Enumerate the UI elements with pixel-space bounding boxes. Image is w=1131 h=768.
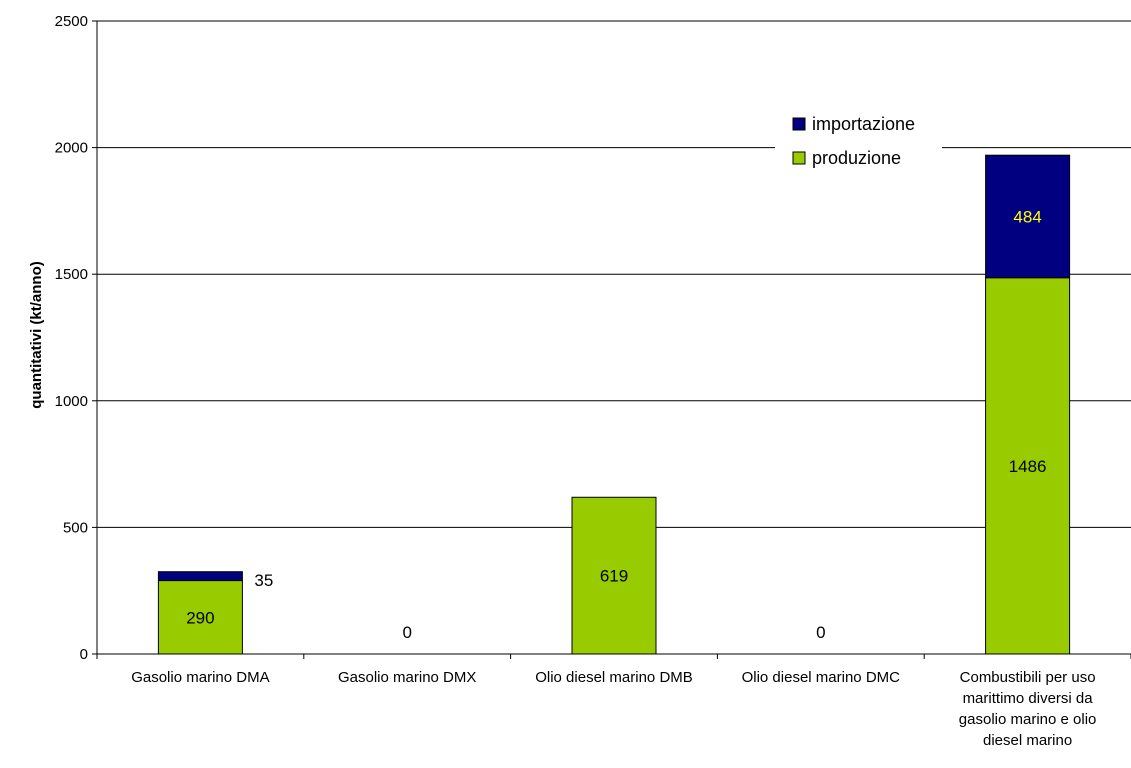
y-tick-label: 0 — [80, 646, 88, 663]
data-label: 619 — [600, 567, 628, 586]
bar-produzione — [571, 496, 657, 655]
x-category-label: Gasolio marino DMX — [338, 669, 476, 686]
bar-importazione — [157, 571, 243, 582]
legend-swatch — [792, 117, 806, 131]
legend-box — [775, 104, 942, 184]
y-tick-label: 2500 — [55, 13, 88, 30]
x-category-labels: Gasolio marino DMA Gasolio marino DMX Olio… — [131, 669, 1096, 749]
data-label: 290 — [186, 608, 214, 627]
x-category-label: Olio diesel marino DMC — [742, 669, 901, 686]
axes — [92, 20, 1131, 659]
y-tick-label: 1000 — [55, 393, 88, 410]
y-axis-label: quantitativi (kt/anno) — [28, 261, 45, 409]
data-label: 0 — [816, 623, 825, 642]
bar-produzione — [985, 277, 1071, 655]
x-category-label: Combustibili per uso marittimo diversi da… — [959, 669, 1097, 749]
x-category-label: Olio diesel marino DMB — [535, 669, 693, 686]
x-category-label: Gasolio marino DMA — [131, 669, 269, 686]
data-label: 484 — [1013, 207, 1041, 226]
data-label: 35 — [254, 571, 273, 590]
bar-produzione — [157, 580, 243, 655]
legend: importazione produzione — [775, 104, 942, 184]
y-tick-label: 1500 — [55, 266, 88, 283]
y-tick-label: 2000 — [55, 140, 88, 157]
bar-importazione — [985, 154, 1071, 279]
data-label: 0 — [402, 623, 411, 642]
bars — [157, 154, 1071, 655]
legend-label: importazione — [812, 114, 915, 134]
data-label: 1486 — [1009, 457, 1047, 476]
legend-swatch — [792, 151, 806, 165]
gridlines — [97, 20, 1131, 528]
y-tick-labels: 0 500 1000 1500 2000 2500 — [55, 13, 88, 663]
legend-label: produzione — [812, 148, 901, 168]
data-labels: 290 35 0 619 0 1486 484 — [186, 207, 1046, 642]
y-tick-label: 500 — [63, 519, 88, 536]
